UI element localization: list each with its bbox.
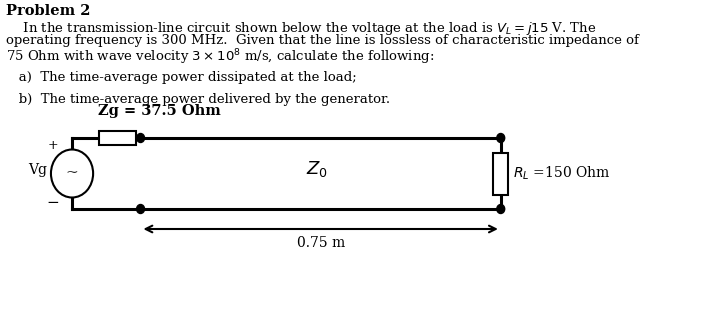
Text: $R_L$ =150 Ohm: $R_L$ =150 Ohm [513,165,610,182]
Text: +: + [48,138,58,152]
Text: ~: ~ [66,166,78,180]
Text: $Z_0$: $Z_0$ [306,159,328,178]
Text: Vg: Vg [28,163,48,176]
Text: operating frequency is 300 MHz.  Given that the line is lossless of characterist: operating frequency is 300 MHz. Given th… [6,33,639,46]
Circle shape [497,205,505,213]
Text: 0.75 m: 0.75 m [296,236,345,250]
Bar [99,131,136,145]
Bar [493,153,508,195]
Text: Zg = 37.5 Ohm: Zg = 37.5 Ohm [98,104,221,118]
Text: a)  The time-average power dissipated at the load;: a) The time-average power dissipated at … [6,71,357,84]
Circle shape [51,150,93,198]
Text: In the transmission-line circuit shown below the voltage at the load is $V_L = j: In the transmission-line circuit shown b… [6,20,597,37]
Text: b)  The time-average power delivered by the generator.: b) The time-average power delivered by t… [6,93,390,106]
Text: Problem 2: Problem 2 [6,4,90,18]
Text: 75 Ohm with wave velocity $3 \times 10^8$ m/s, calculate the following:: 75 Ohm with wave velocity $3 \times 10^8… [6,47,434,67]
Circle shape [497,133,505,143]
Circle shape [137,205,145,213]
Text: −: − [46,196,59,210]
Circle shape [137,133,145,143]
